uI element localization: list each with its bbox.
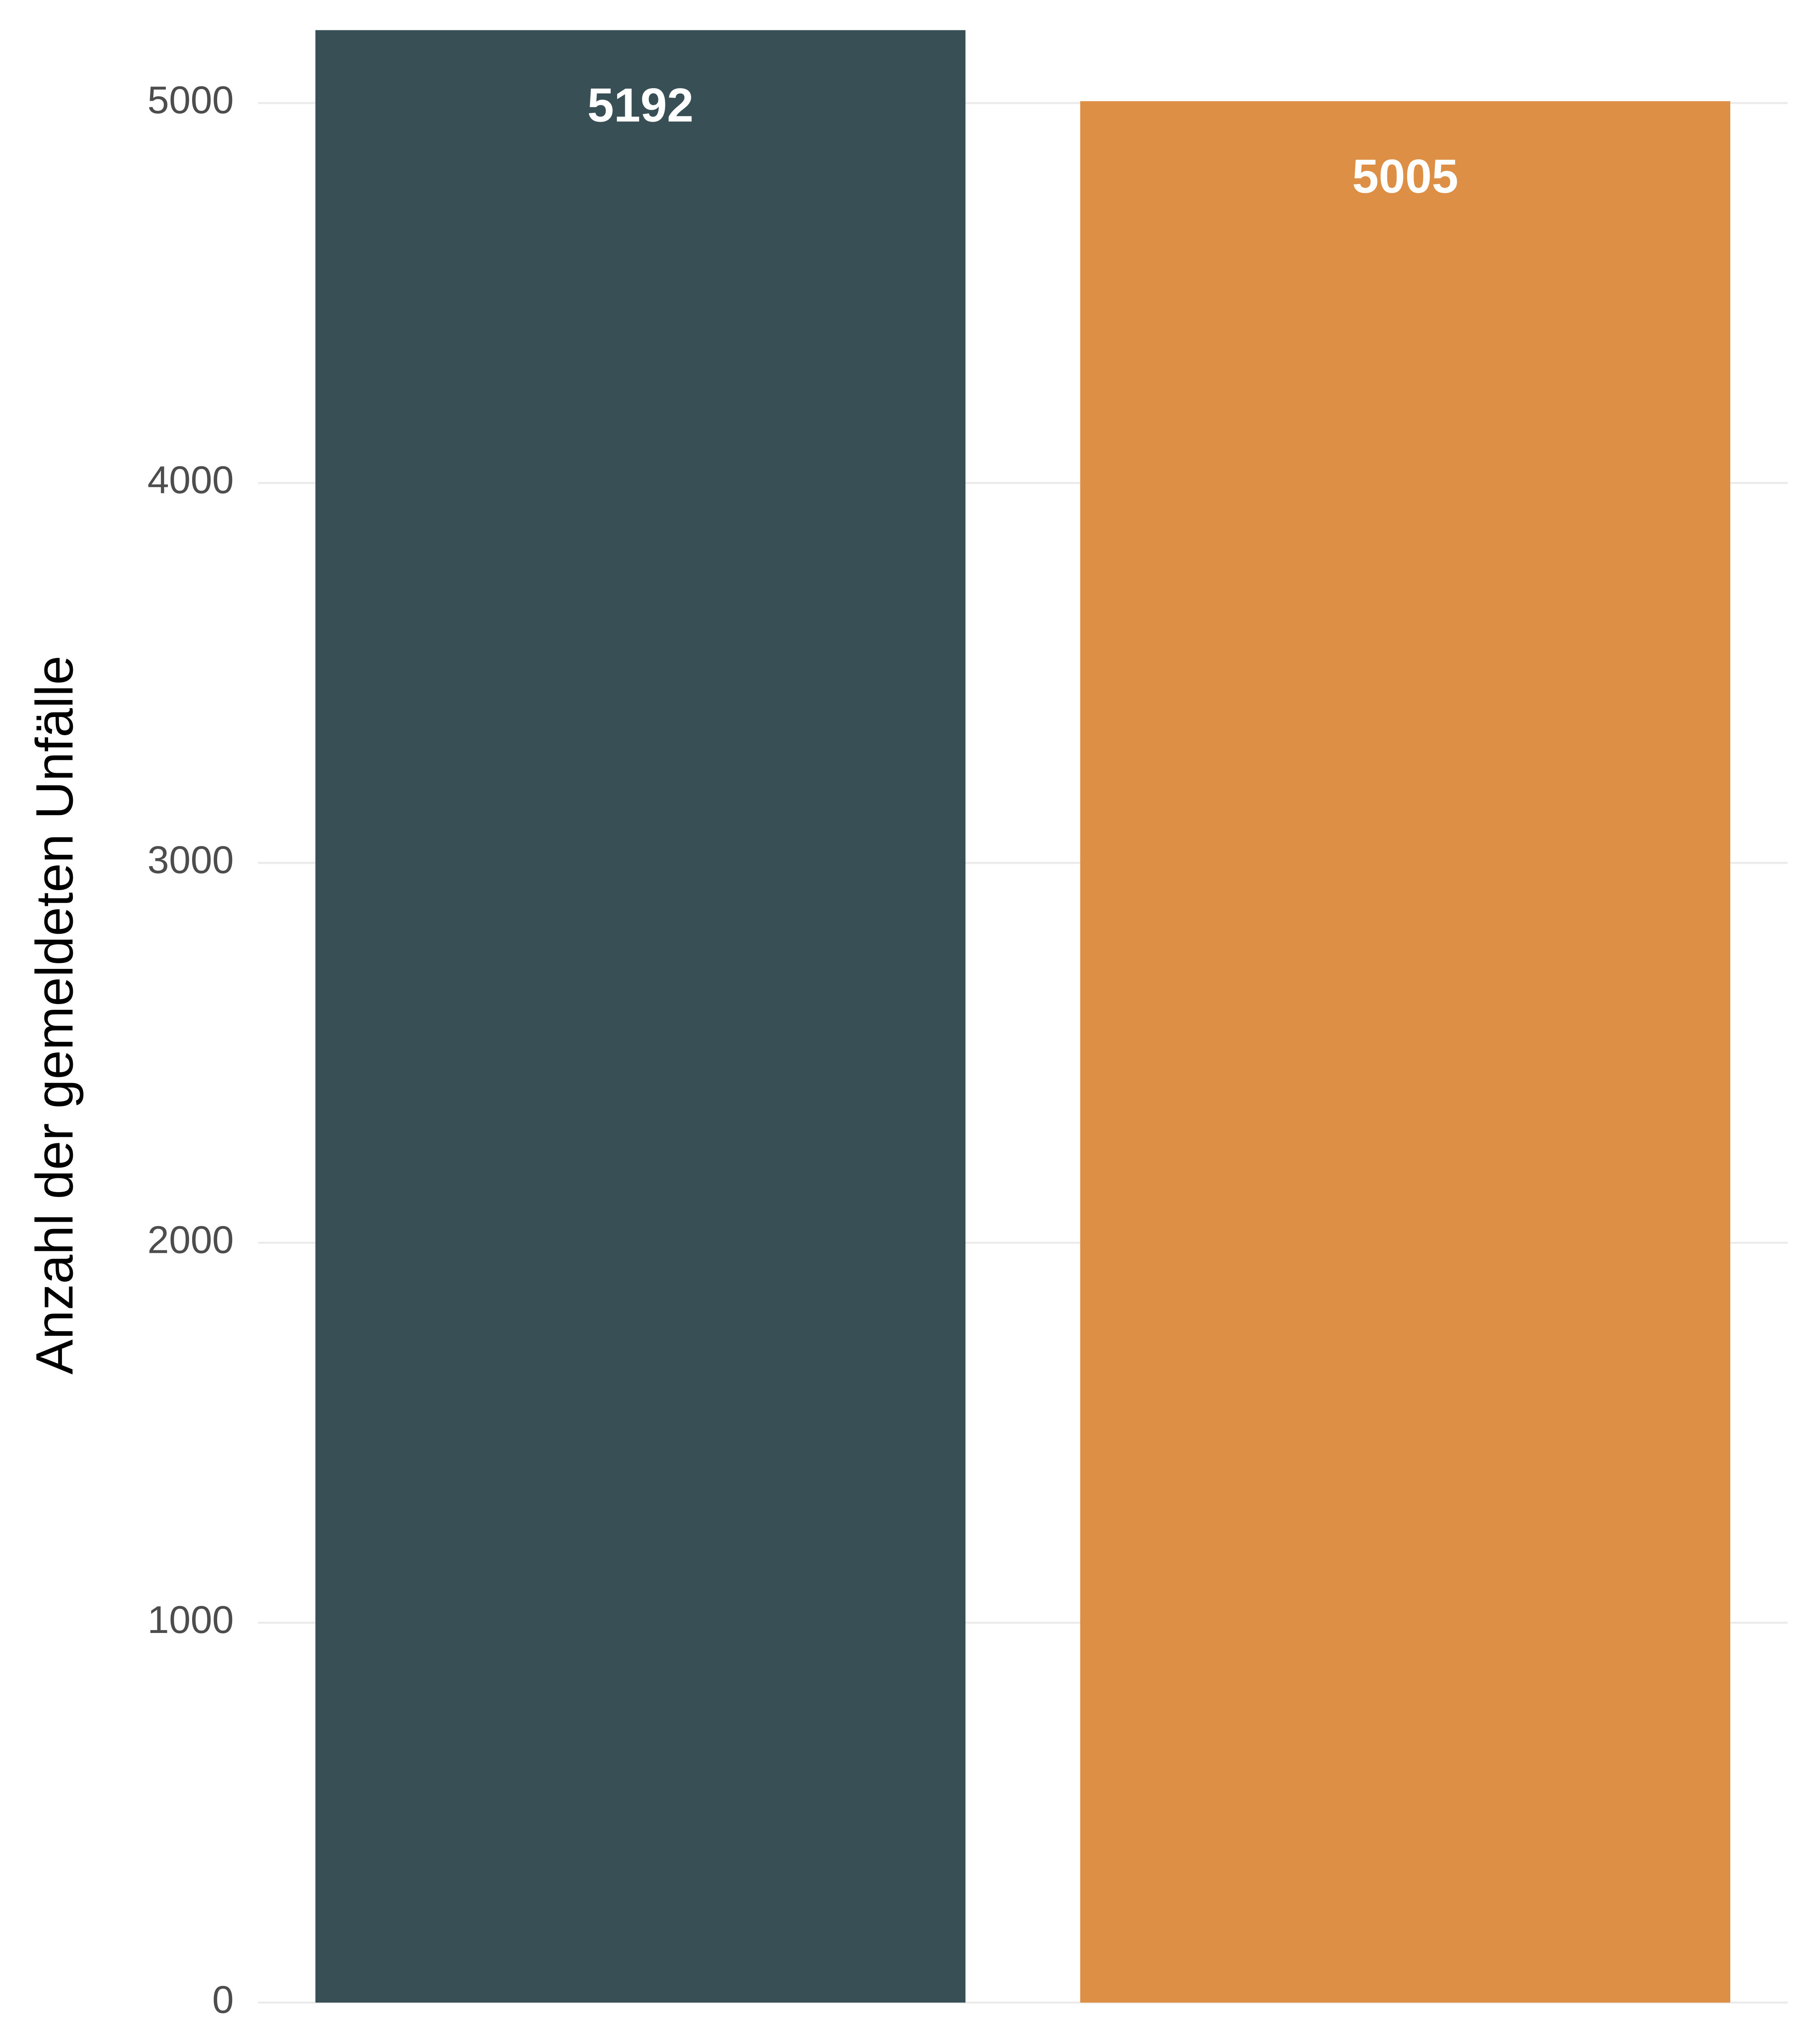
value-label: 5005 — [1352, 150, 1458, 203]
y-tick-label: 1000 — [147, 1598, 234, 1641]
bar — [1080, 101, 1731, 2003]
y-tick-label: 2000 — [147, 1218, 234, 1262]
y-tick-label: 3000 — [147, 838, 234, 882]
y-tick-label: 4000 — [147, 459, 234, 502]
bar — [315, 30, 966, 2003]
value-label: 5192 — [587, 79, 694, 132]
y-axis-title: Anzahl der gemeldeten Unfälle — [25, 656, 84, 1375]
y-tick-label: 0 — [212, 1978, 234, 2021]
y-tick-label: 5000 — [147, 78, 234, 122]
